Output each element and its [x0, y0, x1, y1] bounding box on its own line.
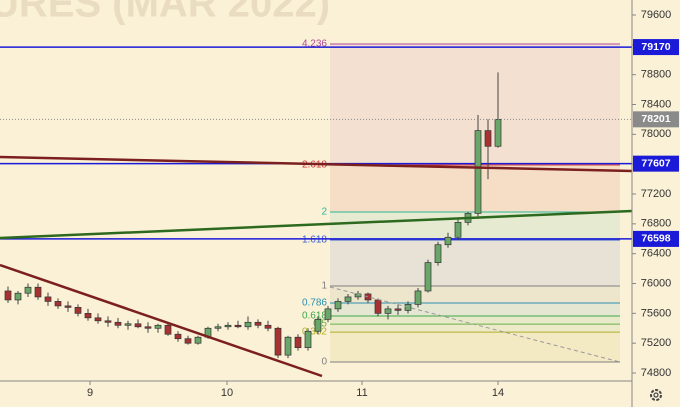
candle-body — [414, 290, 422, 305]
y-tick-label: 76800 — [641, 218, 672, 230]
candle-body — [104, 320, 112, 323]
fib-band — [330, 303, 620, 317]
candle-body — [124, 323, 132, 326]
candle-body — [334, 301, 342, 310]
candle-body — [224, 324, 232, 328]
candle-body — [454, 221, 462, 238]
candle-body — [314, 318, 322, 332]
watermark-title: URES (MAR 2022) — [0, 0, 330, 26]
fib-band — [330, 324, 620, 333]
candle-body — [244, 321, 252, 328]
fib-label: 1.618 — [302, 235, 327, 246]
candle-body — [34, 286, 42, 298]
candle-body — [294, 336, 302, 349]
level-label: 77607 — [641, 157, 670, 169]
candle-body — [4, 290, 12, 301]
trend-line — [0, 155, 633, 173]
fib-band — [330, 212, 620, 241]
candle-body — [114, 321, 122, 326]
candle-body — [144, 326, 152, 329]
fib-label: 4.236 — [302, 39, 327, 50]
fib-band — [330, 240, 620, 287]
level-label-box — [633, 230, 679, 247]
settings-icon[interactable] — [650, 389, 662, 401]
candle-body — [194, 336, 202, 344]
candle-body — [84, 312, 92, 319]
candle-body — [494, 118, 502, 147]
candle-body — [424, 262, 432, 292]
y-tick-label: 79600 — [641, 9, 672, 21]
candle-body — [274, 327, 282, 356]
level-label-box — [633, 39, 679, 56]
fib-band — [330, 286, 620, 304]
last-price-label: 78201 — [641, 113, 670, 125]
candle-body — [444, 236, 452, 246]
candle-body — [474, 130, 482, 214]
y-tick-label: 76400 — [641, 248, 672, 260]
y-tick-label: 78000 — [641, 128, 672, 140]
fib-label: 1 — [321, 281, 327, 292]
fib-label: 0 — [321, 357, 327, 368]
y-tick-label: 75600 — [641, 307, 672, 319]
x-tick-label: 10 — [221, 387, 233, 399]
candle-body — [394, 308, 402, 311]
x-tick-label: 14 — [492, 387, 504, 399]
level-label: 79170 — [641, 41, 670, 53]
y-tick-label: 78800 — [641, 69, 672, 81]
y-tick-label: 77200 — [641, 188, 672, 200]
level-label: 76598 — [641, 233, 670, 245]
candle-body — [264, 324, 272, 329]
fib-band — [330, 332, 620, 363]
candle-body — [344, 296, 352, 302]
y-tick-label: 75200 — [641, 337, 672, 349]
candle-body — [64, 305, 72, 308]
candle-body — [74, 307, 82, 314]
y-tick-label: 78400 — [641, 98, 672, 110]
candle-body — [434, 244, 442, 263]
candle-body — [24, 286, 32, 294]
candle-body — [94, 317, 102, 322]
candle-body — [254, 321, 262, 326]
candle-body — [174, 333, 182, 340]
candle-body — [214, 326, 222, 329]
x-tick-label: 11 — [356, 387, 367, 399]
x-tick-label: 9 — [87, 387, 93, 399]
candle-body — [184, 338, 192, 344]
candle-body — [154, 324, 162, 329]
fib-band — [330, 316, 620, 325]
fib-label: 0.786 — [302, 298, 327, 309]
candle-body — [484, 130, 492, 147]
fib-label: 2 — [321, 207, 327, 218]
candle-body — [234, 324, 242, 328]
candle-body — [384, 308, 392, 314]
fib-label: 0.618 — [302, 311, 327, 322]
candle-body — [134, 323, 142, 328]
candle-body — [374, 299, 382, 314]
fib-label: 0.382 — [302, 327, 327, 338]
candle-body — [44, 296, 52, 302]
level-label-box — [633, 155, 679, 172]
trend-line — [0, 263, 323, 378]
candle-body — [164, 324, 172, 335]
trend-line — [0, 209, 633, 240]
y-tick-label: 74800 — [641, 367, 672, 379]
candle-body — [304, 330, 312, 349]
candle-body — [284, 336, 292, 356]
candle-body — [364, 293, 372, 301]
fib-trend-line — [329, 286, 621, 363]
candle-body — [14, 292, 22, 301]
last-price-box — [633, 111, 679, 128]
candle-body — [54, 301, 62, 307]
y-tick-label: 76000 — [641, 277, 672, 289]
candle-body — [324, 308, 332, 320]
